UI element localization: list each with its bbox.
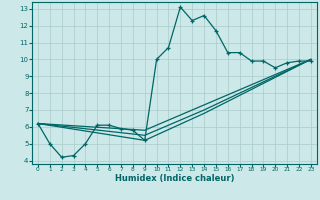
X-axis label: Humidex (Indice chaleur): Humidex (Indice chaleur) — [115, 174, 234, 183]
